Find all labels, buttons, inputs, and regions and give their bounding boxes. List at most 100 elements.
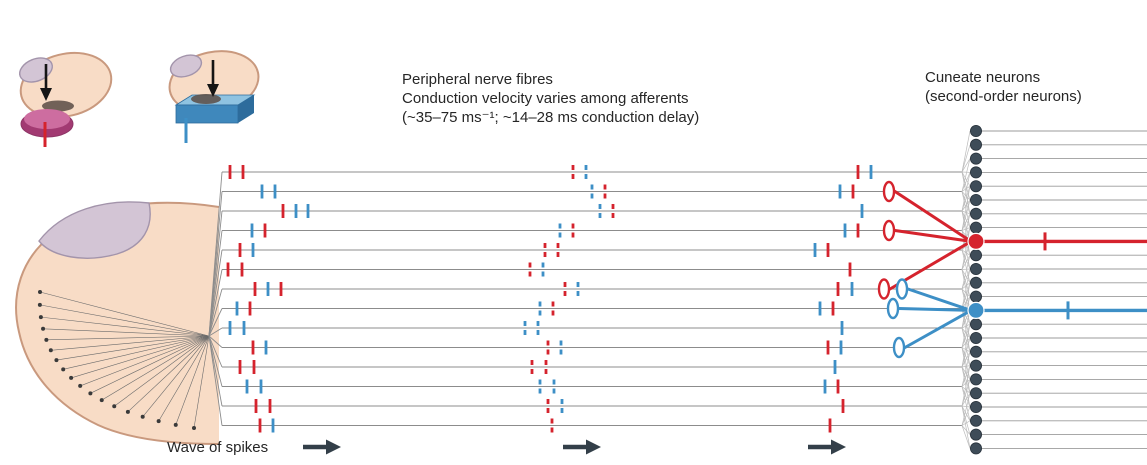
fan-line [208, 308, 223, 337]
receptor-stem [71, 335, 210, 379]
fingertip-skin [16, 202, 220, 444]
receptor-ending [38, 315, 43, 320]
caption-line-3: (~35–75 ms⁻¹; ~14–28 ms conduction delay… [402, 109, 700, 126]
bar-stimulus-side [238, 95, 254, 123]
receptor-ending [88, 391, 93, 396]
stimulus-bar-icon [168, 50, 260, 143]
receptor-ending [173, 422, 178, 427]
mesh-line [961, 405, 971, 435]
mesh-line [961, 227, 971, 231]
receptor-stem [43, 328, 210, 337]
mesh-line [961, 199, 971, 212]
spike-waves [226, 165, 873, 433]
mesh-line [961, 268, 971, 270]
cuneate-neuron [970, 345, 983, 358]
mesh-line [961, 405, 971, 449]
mesh-line [961, 351, 971, 368]
caption-line-2: Conduction velocity varies among afferen… [402, 90, 689, 107]
cuneate-neuron [970, 400, 983, 413]
receptor-stem [175, 335, 210, 425]
mesh-line [961, 365, 971, 368]
cuneate-neuron [970, 442, 983, 455]
red-projection-neuron [967, 232, 985, 250]
red-synaptic-link [893, 229, 973, 243]
mesh-line [961, 268, 971, 309]
fan-line [208, 335, 223, 348]
cuneate-neuron [970, 290, 983, 303]
fan-line [208, 335, 223, 387]
mesh-line [961, 282, 971, 290]
mesh-line [961, 227, 971, 270]
cuneate-neuron-column [970, 125, 983, 455]
red-synapse-bouton [877, 278, 891, 300]
receptor-stem [50, 335, 210, 351]
mesh-line [961, 393, 971, 426]
fan-line [208, 335, 223, 407]
fiber-fan [208, 171, 223, 426]
fingertip-cross-section [15, 201, 220, 445]
mesh-line [961, 310, 971, 348]
blue-projection-neuron [967, 301, 985, 319]
stimulus-dome-icon [19, 51, 113, 147]
cuneate-neuron [970, 221, 983, 234]
fan-line [208, 288, 223, 337]
mesh-line [961, 171, 971, 187]
cuneate-neuron [970, 414, 983, 427]
mesh-line [961, 158, 971, 173]
cuneate-neuron [970, 262, 983, 275]
receptor-ending [78, 383, 83, 388]
mesh-line [961, 379, 971, 387]
receptor-stem [63, 335, 210, 370]
receptor-stem [46, 335, 210, 341]
neuron-output-lines [982, 130, 1147, 449]
cuneate-neuron [970, 249, 983, 262]
mesh-line [961, 249, 971, 270]
cuneate-neuron [970, 180, 983, 193]
cuneate-neuron [970, 373, 983, 386]
receptor-stem [40, 316, 210, 337]
caption-line-1: Cuneate neurons [925, 69, 1041, 86]
fan-line [208, 249, 223, 337]
cuneate-neuron [970, 276, 983, 289]
mesh-line [961, 255, 971, 270]
receptor-stem [142, 335, 210, 417]
mesh-line [961, 288, 971, 297]
mesh-line [961, 241, 971, 270]
cuneate-neuron [970, 166, 983, 179]
mesh-line [961, 347, 971, 366]
mesh-line [961, 386, 971, 421]
mesh-line [961, 337, 971, 348]
receptor-ending [48, 348, 53, 353]
cuneate-neuron [970, 359, 983, 372]
receptor-stem [90, 335, 210, 394]
mesh-line [961, 268, 971, 290]
mesh-line [961, 406, 971, 426]
mesh-line [961, 130, 971, 173]
fan-line [208, 335, 223, 426]
mesh-line [961, 393, 971, 407]
mesh-line [961, 282, 971, 309]
red-synapse-bouton [882, 180, 896, 203]
mesh-line [961, 199, 971, 231]
receptor-stem [39, 291, 210, 337]
mesh-line [961, 327, 971, 339]
mesh-line [961, 269, 971, 283]
mesh-line [961, 158, 971, 192]
mesh-line [961, 425, 971, 435]
mesh-line [961, 365, 971, 407]
receptor-ending [41, 326, 46, 331]
wave-direction-arrows [303, 439, 846, 455]
cuneate-neuron [970, 138, 983, 151]
mesh-line [961, 386, 971, 394]
contact-patch [191, 94, 221, 104]
blue-synapse-bouton [895, 278, 909, 300]
receptor-ending [99, 398, 104, 403]
mesh-line [961, 249, 971, 256]
mesh-line [961, 386, 971, 408]
receptor-ending [38, 290, 42, 294]
fingernail [38, 201, 151, 259]
receptor-ending [156, 419, 161, 424]
mesh-line [961, 323, 971, 329]
receptor-ending [37, 302, 42, 307]
